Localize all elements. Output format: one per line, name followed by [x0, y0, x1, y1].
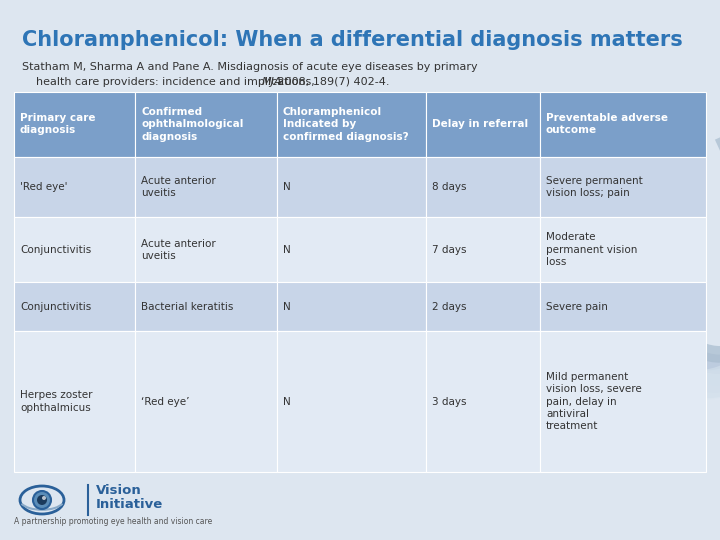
Bar — [14, 157, 135, 218]
Text: N: N — [283, 396, 291, 407]
Text: ‘Red eye’: ‘Red eye’ — [141, 396, 189, 407]
Text: Preventable adverse
outcome: Preventable adverse outcome — [546, 113, 668, 136]
Bar — [540, 218, 706, 282]
Bar — [135, 92, 277, 157]
Text: Conjunctivitis: Conjunctivitis — [20, 245, 91, 255]
Bar — [426, 218, 540, 282]
Text: Acute anterior
uveitis: Acute anterior uveitis — [141, 176, 216, 198]
Bar — [277, 218, 426, 282]
Circle shape — [37, 495, 47, 505]
Bar — [277, 92, 426, 157]
Text: 2 days: 2 days — [432, 302, 467, 312]
Bar — [135, 157, 277, 218]
Text: Chloramphenicol
Indicated by
confirmed diagnosis?: Chloramphenicol Indicated by confirmed d… — [283, 107, 408, 141]
Circle shape — [42, 496, 46, 500]
Text: Vision: Vision — [96, 483, 142, 496]
Text: Mild permanent
vision loss, severe
pain, delay in
antiviral
treatment: Mild permanent vision loss, severe pain,… — [546, 372, 642, 431]
Text: N: N — [283, 302, 291, 312]
Text: health care providers: incidence and implications,: health care providers: incidence and imp… — [22, 77, 318, 87]
Text: MJA: MJA — [261, 77, 282, 87]
Text: Bacterial keratitis: Bacterial keratitis — [141, 302, 233, 312]
Text: Initiative: Initiative — [96, 497, 163, 510]
Text: 7 days: 7 days — [432, 245, 467, 255]
Text: Delay in referral: Delay in referral — [432, 119, 528, 129]
Text: Statham M, Sharma A and Pane A. Misdiagnosis of acute eye diseases by primary: Statham M, Sharma A and Pane A. Misdiagn… — [22, 62, 477, 72]
Bar — [277, 282, 426, 331]
Text: Moderate
permanent vision
loss: Moderate permanent vision loss — [546, 232, 637, 267]
Bar — [135, 282, 277, 331]
Text: 3 days: 3 days — [432, 396, 467, 407]
Text: N: N — [283, 245, 291, 255]
Circle shape — [33, 491, 51, 509]
Bar — [135, 218, 277, 282]
Text: 'Red eye': 'Red eye' — [20, 182, 68, 192]
Text: Severe pain: Severe pain — [546, 302, 608, 312]
Bar — [277, 331, 426, 472]
Text: 2008; 189(7) 402-4.: 2008; 189(7) 402-4. — [274, 77, 390, 87]
Bar — [277, 157, 426, 218]
Text: Confirmed
ophthalmological
diagnosis: Confirmed ophthalmological diagnosis — [141, 107, 243, 141]
Text: Primary care
diagnosis: Primary care diagnosis — [20, 113, 96, 136]
Bar — [14, 282, 135, 331]
Bar — [14, 331, 135, 472]
Bar — [540, 282, 706, 331]
Bar — [14, 218, 135, 282]
Text: N: N — [283, 182, 291, 192]
Bar — [540, 157, 706, 218]
Bar — [540, 331, 706, 472]
Text: Acute anterior
uveitis: Acute anterior uveitis — [141, 239, 216, 261]
Bar — [426, 157, 540, 218]
Bar — [426, 331, 540, 472]
Text: Herpes zoster
ophthalmicus: Herpes zoster ophthalmicus — [20, 390, 92, 413]
Text: Chloramphenicol: When a differential diagnosis matters: Chloramphenicol: When a differential dia… — [22, 30, 683, 50]
Bar — [426, 92, 540, 157]
Bar — [540, 92, 706, 157]
Bar — [426, 282, 540, 331]
Bar — [135, 331, 277, 472]
Text: 8 days: 8 days — [432, 182, 467, 192]
Text: Conjunctivitis: Conjunctivitis — [20, 302, 91, 312]
Bar — [14, 92, 135, 157]
Text: Severe permanent
vision loss; pain: Severe permanent vision loss; pain — [546, 176, 643, 198]
Text: A partnership promoting eye health and vision care: A partnership promoting eye health and v… — [14, 517, 212, 526]
